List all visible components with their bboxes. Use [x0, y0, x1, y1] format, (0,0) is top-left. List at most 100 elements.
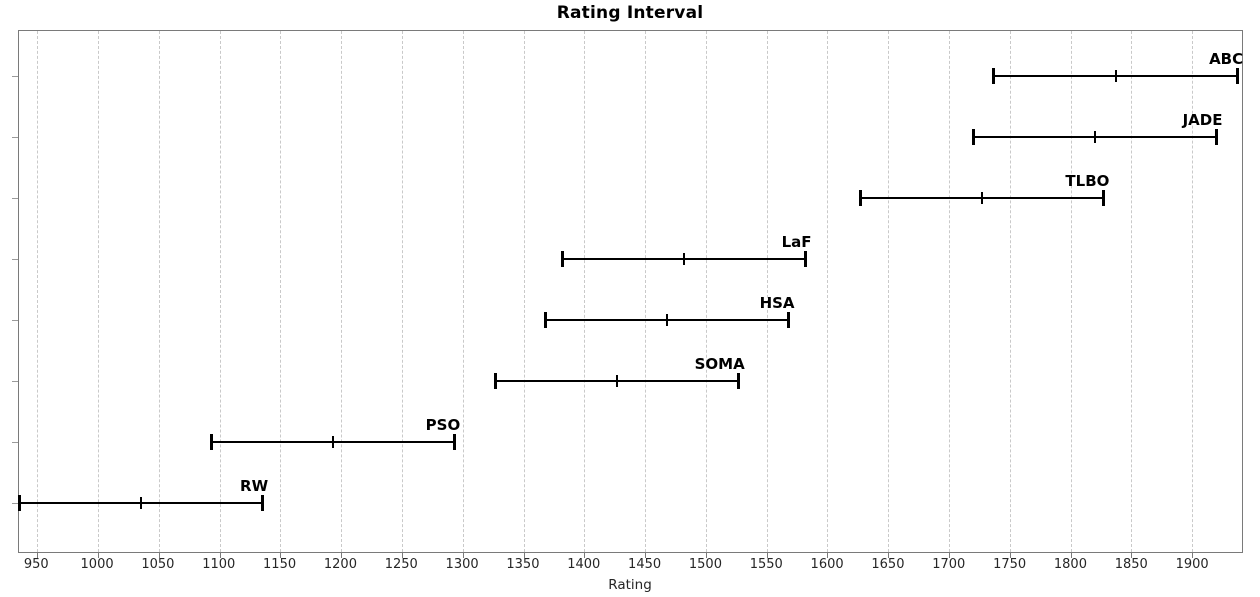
- x-tick-label: 1750: [993, 557, 1027, 572]
- x-axis-tick: [280, 553, 282, 558]
- gridline: [523, 31, 525, 552]
- x-tick-label: 1000: [80, 557, 114, 572]
- x-tick-label: 1550: [749, 557, 783, 572]
- x-axis-label: Rating: [608, 577, 652, 593]
- interval-mid-tick: [616, 374, 619, 387]
- gridline: [827, 31, 829, 552]
- x-axis-tick: [37, 553, 39, 558]
- gridline: [37, 31, 39, 552]
- series-label: JADE: [1182, 110, 1223, 129]
- gridline: [949, 31, 950, 552]
- x-axis-tick: [766, 553, 768, 558]
- series-label: PSO: [425, 415, 461, 434]
- y-axis-tick: [12, 502, 18, 504]
- x-axis-tick: [341, 553, 343, 558]
- interval-mid-tick: [1093, 130, 1096, 143]
- y-axis-tick: [12, 380, 18, 382]
- x-tick-label: 1150: [263, 557, 297, 572]
- x-axis-tick: [219, 553, 221, 558]
- gridline: [645, 31, 647, 552]
- x-axis-tick: [98, 553, 100, 558]
- y-axis-tick: [12, 197, 18, 199]
- interval-mid-tick: [331, 435, 334, 448]
- x-axis-tick: [645, 553, 647, 558]
- x-axis-tick: [1009, 553, 1011, 558]
- series-label: HSA: [759, 293, 795, 312]
- interval-mid-tick: [682, 252, 685, 265]
- gridline: [462, 31, 464, 552]
- x-axis-tick: [827, 553, 829, 558]
- y-axis-tick: [12, 441, 18, 443]
- x-axis-tick: [1131, 553, 1133, 558]
- x-axis-tick: [1192, 553, 1194, 558]
- x-tick-label: 1250: [384, 557, 418, 572]
- x-tick-label: 1350: [506, 557, 540, 572]
- interval-low-cap: [858, 189, 862, 206]
- gridline: [401, 31, 403, 552]
- interval-high-cap: [1235, 67, 1239, 84]
- series-label: ABC: [1209, 49, 1244, 68]
- x-tick-label: 1500: [688, 557, 722, 572]
- interval-low-cap: [971, 128, 975, 145]
- x-tick-label: 1800: [1053, 557, 1087, 572]
- gridline: [584, 31, 586, 552]
- interval-high-cap: [804, 250, 808, 267]
- x-tick-label: 1200: [323, 557, 357, 572]
- gridline: [219, 31, 221, 552]
- interval-high-cap: [260, 494, 264, 511]
- interval-high-cap: [452, 433, 456, 450]
- x-tick-labels: 950 1000 1050 1100 1150 1200 1250 1300 1350 1400 1…: [18, 557, 1242, 573]
- x-axis-tick: [523, 553, 525, 558]
- y-axis-tick: [12, 75, 18, 77]
- gridline: [705, 31, 707, 552]
- gridline: [98, 31, 100, 552]
- interval-low-cap: [209, 433, 213, 450]
- series-label: LaF: [781, 232, 812, 251]
- y-axis-tick: [12, 136, 18, 138]
- gridline: [766, 31, 768, 552]
- interval-mid-tick: [139, 496, 142, 509]
- y-axis-tick: [12, 319, 18, 321]
- interval-mid-tick: [980, 191, 983, 204]
- gridline: [158, 31, 160, 552]
- series-label: TLBO: [1065, 171, 1110, 190]
- x-axis-tick: [584, 553, 586, 558]
- interval-high-cap: [1101, 189, 1105, 206]
- x-axis-tick: [888, 553, 890, 558]
- x-tick-label: 1600: [810, 557, 844, 572]
- interval-mid-tick: [1114, 69, 1117, 82]
- interval-low-cap: [17, 494, 21, 511]
- y-axis-tick: [12, 258, 18, 260]
- x-axis-tick: [462, 553, 464, 558]
- gridline: [1192, 31, 1194, 552]
- gridline: [1131, 31, 1133, 552]
- x-axis-tick: [158, 553, 160, 558]
- interval-high-cap: [737, 372, 741, 389]
- gridline: [341, 31, 343, 552]
- chart-title: Rating Interval: [556, 3, 704, 23]
- x-tick-label: 1650: [871, 557, 905, 572]
- x-tick-label: 950: [23, 557, 49, 572]
- interval-low-cap: [494, 372, 498, 389]
- interval-low-cap: [560, 250, 564, 267]
- gridline: [1009, 31, 1011, 552]
- x-tick-label: 1050: [141, 557, 175, 572]
- series-label: SOMA: [694, 354, 745, 373]
- interval-high-cap: [787, 311, 791, 328]
- interval-mid-tick: [665, 313, 668, 326]
- interval-high-cap: [1214, 128, 1218, 145]
- x-tick-label: 1300: [445, 557, 479, 572]
- series-label: RW: [240, 476, 269, 495]
- gridline: [1070, 31, 1072, 552]
- interval-low-cap: [992, 67, 996, 84]
- interval-low-cap: [543, 311, 547, 328]
- x-tick-label: 1850: [1114, 557, 1148, 572]
- x-axis-tick: [705, 553, 707, 558]
- x-tick-label: 1700: [932, 557, 966, 572]
- gridline: [888, 31, 890, 552]
- x-tick-label: 1450: [628, 557, 662, 572]
- x-axis-tick: [1070, 553, 1072, 558]
- x-tick-label: 1900: [1175, 557, 1209, 572]
- x-axis-tick: [401, 553, 403, 558]
